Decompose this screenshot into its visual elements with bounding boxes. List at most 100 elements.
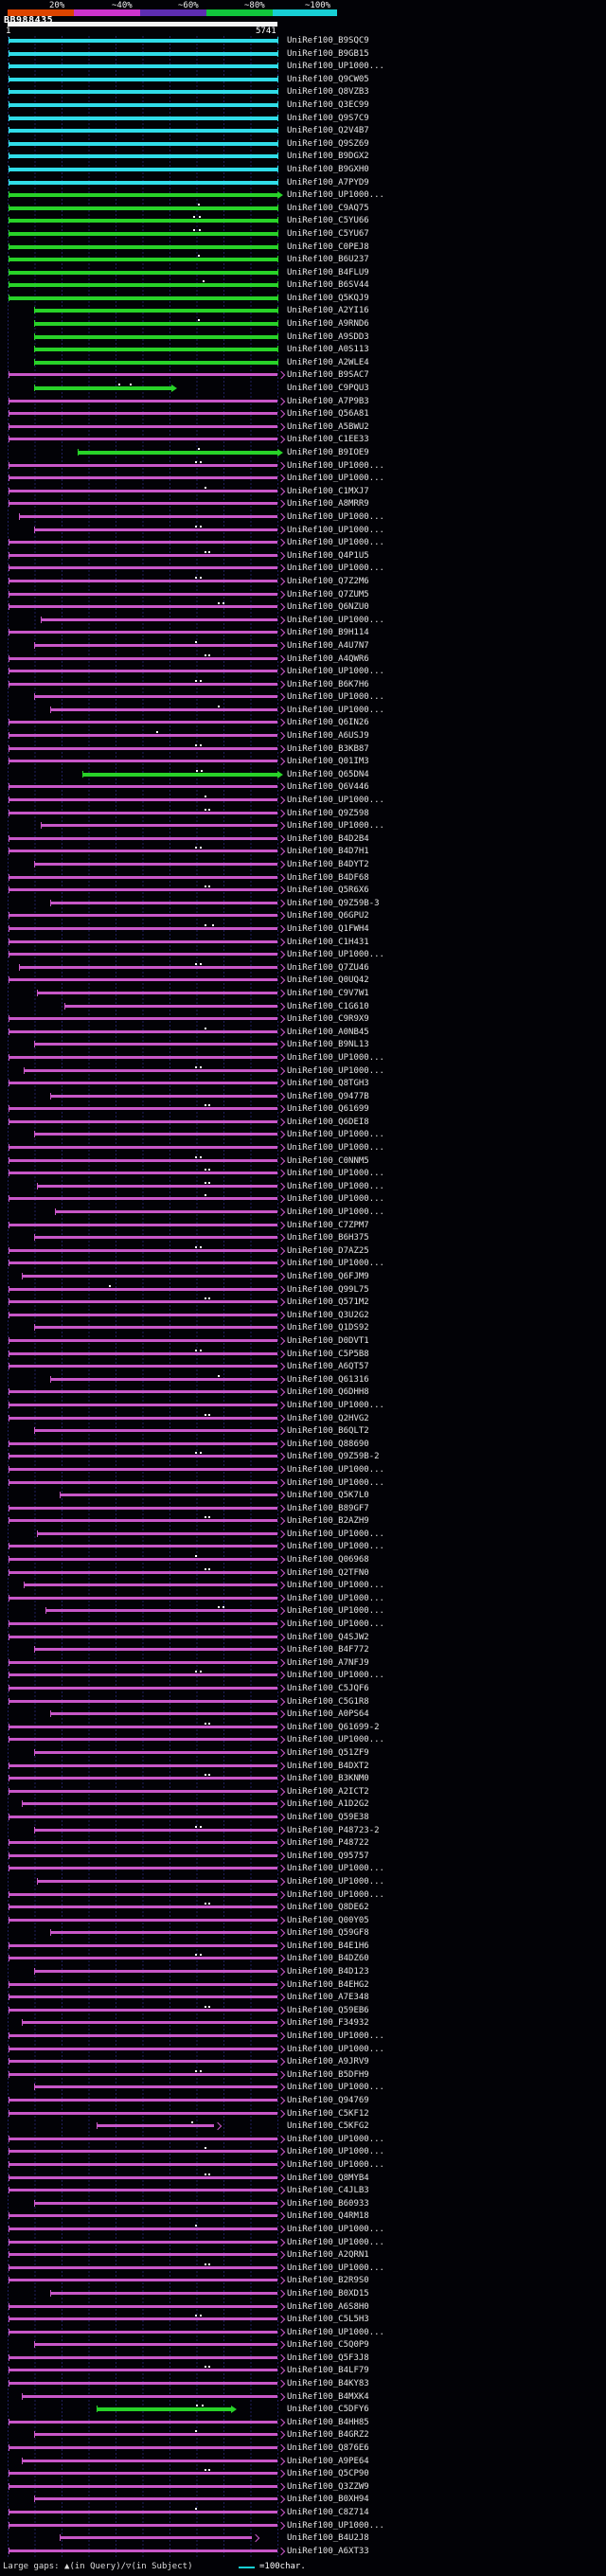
hit-label[interactable]: UniRef100_UP1000...: [287, 1876, 384, 1887]
alignment-bar[interactable]: [9, 489, 277, 492]
alignment-bar[interactable]: [9, 978, 277, 982]
hit-label[interactable]: UniRef100_UP1000...: [287, 705, 384, 715]
alignment-bar[interactable]: [9, 399, 277, 402]
alignment-bar[interactable]: [33, 643, 277, 647]
hit-label[interactable]: UniRef100_UP1000...: [287, 190, 384, 201]
hit-label[interactable]: UniRef100_Q61699: [287, 1104, 369, 1115]
alignment-bar[interactable]: [9, 553, 277, 557]
alignment-bar[interactable]: [33, 1429, 277, 1433]
hit-label[interactable]: UniRef100_C5DFY6: [287, 2405, 369, 2415]
alignment-bar[interactable]: [9, 1365, 277, 1368]
hit-label[interactable]: UniRef100_B6U237: [287, 255, 369, 265]
hit-label[interactable]: UniRef100_C8Z714: [287, 2508, 369, 2517]
hit-label[interactable]: UniRef100_B4F772: [287, 1645, 369, 1655]
hit-label[interactable]: UniRef100_Q8VZB3: [287, 87, 369, 98]
alignment-bar[interactable]: [33, 309, 277, 313]
alignment-bar[interactable]: [9, 836, 277, 840]
alignment-bar[interactable]: [9, 1029, 277, 1033]
hit-label[interactable]: UniRef100_Q9477B: [287, 1091, 369, 1101]
alignment-bar[interactable]: [9, 167, 277, 171]
hit-label[interactable]: UniRef100_UP1000...: [287, 2327, 384, 2337]
alignment-bar[interactable]: [9, 1622, 277, 1626]
alignment-bar[interactable]: [33, 863, 277, 866]
hit-label[interactable]: UniRef100_B9NL13: [287, 1040, 369, 1050]
hit-label[interactable]: UniRef100_Q2HVG2: [287, 1413, 369, 1423]
alignment-bar[interactable]: [33, 1133, 277, 1136]
alignment-bar[interactable]: [78, 451, 277, 455]
alignment-bar[interactable]: [9, 141, 277, 146]
alignment-bar[interactable]: [9, 2047, 277, 2050]
alignment-bar[interactable]: [9, 1467, 277, 1471]
hit-label[interactable]: UniRef100_Q6IN26: [287, 718, 369, 728]
hit-label[interactable]: UniRef100_B4DXT2: [287, 1761, 369, 1771]
alignment-bar[interactable]: [33, 2433, 277, 2437]
hit-label[interactable]: UniRef100_Q6V446: [287, 782, 369, 793]
hit-label[interactable]: UniRef100_UP1000...: [287, 1581, 384, 1591]
alignment-bar[interactable]: [40, 824, 277, 828]
hit-label[interactable]: UniRef100_B9SAC7: [287, 370, 369, 381]
hit-label[interactable]: UniRef100_C1H431: [287, 937, 369, 947]
hit-label[interactable]: UniRef100_UP1000...: [287, 2224, 384, 2234]
alignment-bar[interactable]: [9, 1416, 277, 1420]
hit-label[interactable]: UniRef100_UP1000...: [287, 1464, 384, 1475]
alignment-bar[interactable]: [49, 1094, 277, 1098]
hit-label[interactable]: UniRef100_UP1000...: [287, 1593, 384, 1603]
alignment-bar[interactable]: [21, 2459, 277, 2462]
hit-label[interactable]: UniRef100_UP1000...: [287, 2237, 384, 2247]
hit-label[interactable]: UniRef100_Q1FWH4: [287, 923, 369, 934]
alignment-bar[interactable]: [24, 1583, 277, 1587]
hit-label[interactable]: UniRef100_Q06968: [287, 1555, 369, 1565]
hit-label[interactable]: UniRef100_A7PYD9: [287, 177, 369, 188]
hit-label[interactable]: UniRef100_D7AZ25: [287, 1245, 369, 1256]
hit-label[interactable]: UniRef100_Q6FJM9: [287, 1272, 369, 1281]
alignment-bar[interactable]: [9, 2511, 277, 2513]
alignment-bar[interactable]: [49, 1931, 277, 1935]
hit-label[interactable]: UniRef100_Q56A81: [287, 409, 369, 420]
alignment-bar[interactable]: [9, 90, 277, 95]
hit-label[interactable]: UniRef100_Q95757: [287, 1851, 369, 1861]
alignment-bar[interactable]: [9, 283, 277, 288]
hit-label[interactable]: UniRef100_C5KFG2: [287, 2121, 369, 2132]
hit-label[interactable]: UniRef100_B4D7H1: [287, 847, 369, 857]
alignment-bar[interactable]: [9, 2304, 277, 2308]
alignment-bar[interactable]: [9, 1506, 277, 1510]
alignment-bar[interactable]: [9, 939, 277, 943]
hit-label[interactable]: UniRef100_B4E1H6: [287, 1941, 369, 1951]
alignment-bar[interactable]: [9, 605, 277, 609]
hit-label[interactable]: UniRef100_B3KNM0: [287, 1774, 369, 1784]
hit-label[interactable]: UniRef100_Q4RM18: [287, 2211, 369, 2222]
alignment-bar[interactable]: [9, 2317, 277, 2321]
alignment-bar[interactable]: [9, 424, 277, 428]
hit-label[interactable]: UniRef100_Q7Z2M6: [287, 576, 369, 586]
alignment-bar[interactable]: [36, 1531, 277, 1535]
alignment-bar[interactable]: [9, 2240, 277, 2244]
hit-label[interactable]: UniRef100_C5YU66: [287, 216, 369, 226]
alignment-bar[interactable]: [9, 206, 277, 210]
alignment-bar[interactable]: [9, 1055, 277, 1059]
hit-label[interactable]: UniRef100_Q6NZU0: [287, 602, 369, 613]
hit-label[interactable]: UniRef100_UP1000...: [287, 1889, 384, 1900]
alignment-bar[interactable]: [9, 1815, 277, 1818]
hit-label[interactable]: UniRef100_B9SQC9: [287, 36, 369, 45]
hit-label[interactable]: UniRef100_B6SV44: [287, 280, 369, 291]
alignment-bar[interactable]: [33, 2343, 277, 2347]
alignment-bar[interactable]: [9, 592, 277, 596]
alignment-bar[interactable]: [9, 373, 277, 377]
hit-label[interactable]: UniRef100_Q0UQ42: [287, 975, 369, 986]
hit-label[interactable]: UniRef100_UP1000...: [287, 2134, 384, 2144]
alignment-bar[interactable]: [9, 656, 277, 660]
alignment-bar[interactable]: [9, 1197, 277, 1201]
alignment-bar[interactable]: [9, 1313, 277, 1316]
alignment-bar[interactable]: [45, 1609, 277, 1613]
hit-label[interactable]: UniRef100_C5KF12: [287, 2108, 369, 2119]
alignment-bar[interactable]: [9, 1403, 277, 1406]
alignment-bar[interactable]: [9, 2265, 277, 2269]
hit-label[interactable]: UniRef100_UP1000...: [287, 1542, 384, 1552]
alignment-bar[interactable]: [9, 1287, 277, 1291]
hit-label[interactable]: UniRef100_A9RND6: [287, 319, 369, 330]
alignment-bar[interactable]: [9, 1338, 277, 1342]
hit-label[interactable]: UniRef100_UP1000...: [287, 1143, 384, 1154]
hit-label[interactable]: UniRef100_B9GB15: [287, 48, 369, 59]
hit-label[interactable]: UniRef100_A2WLE4: [287, 357, 369, 367]
hit-label[interactable]: UniRef100_B2R9S0: [287, 2276, 369, 2286]
